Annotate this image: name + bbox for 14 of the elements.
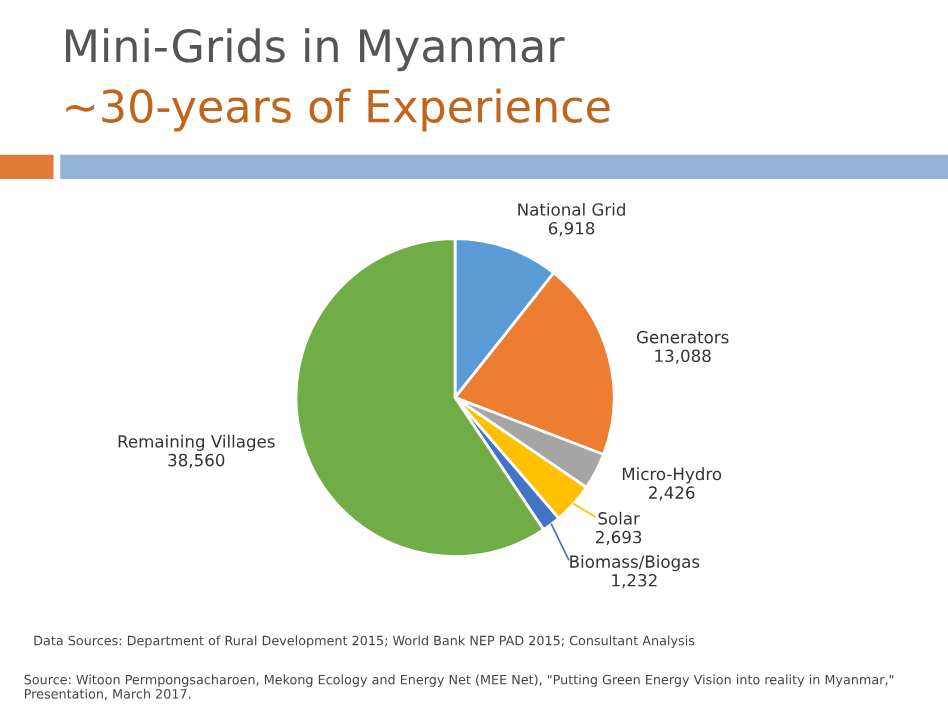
slice-label: Generators [636, 330, 729, 344]
chart-title: Mini-Grids in Myanmar [65, 28, 565, 72]
data-label: 2,426 [649, 486, 695, 501]
data-label: 2,693 [596, 530, 642, 546]
slice-label: National Grid [518, 202, 625, 216]
data-label: 38,560 [168, 453, 225, 469]
slice-label: Remaining Villages [118, 434, 275, 451]
data-label: 6,918 [548, 221, 595, 237]
slice-label: Micro-Hydro [622, 467, 722, 484]
slice-label: Biomass/Biogas [570, 555, 700, 572]
data-label: 13,088 [655, 349, 711, 364]
slice-label: Solar [598, 511, 640, 525]
chart-subtitle: ~30-years of Experience [66, 88, 610, 132]
data-label: 1,232 [612, 573, 657, 589]
